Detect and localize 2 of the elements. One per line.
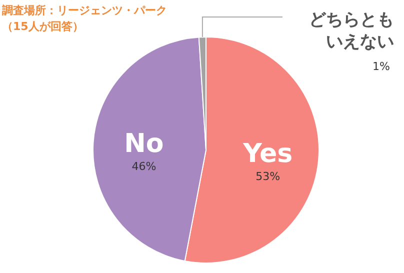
subtitle: （15人が回答）: [2, 20, 84, 33]
title: 調査場所：リージェンツ・パーク: [2, 4, 167, 17]
